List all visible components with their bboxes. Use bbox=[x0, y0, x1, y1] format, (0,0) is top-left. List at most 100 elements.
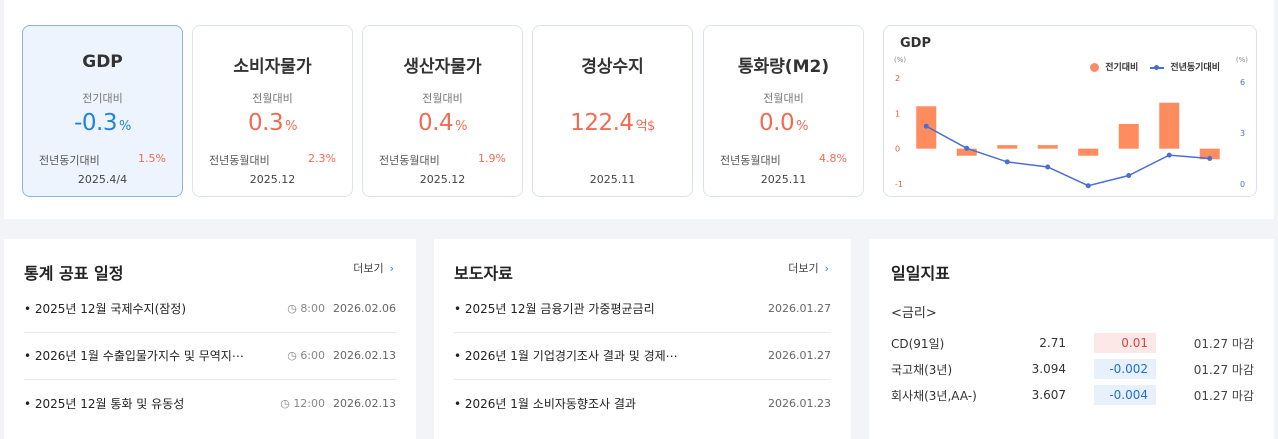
card-ppi[interactable]: 생산자물가 전월대비 0.4% 전년동월대비 1.9% 2025.12 bbox=[362, 25, 523, 197]
rate-note: 01.27 마감 bbox=[1193, 362, 1254, 377]
clock-icon: ◷ bbox=[287, 301, 301, 315]
rate-row[interactable]: 국고채(3년) 3.094 -0.002 01.27 마감 bbox=[891, 358, 1254, 380]
card-value-unit: % bbox=[796, 119, 808, 134]
card-m2[interactable]: 통화량(M2) 전월대비 0.0% 전년동월대비 4.8% 2025.11 bbox=[703, 25, 864, 197]
card-title: 경상수지 bbox=[581, 57, 644, 77]
item-date: 2026.01.27 bbox=[768, 348, 831, 362]
line-point bbox=[1045, 164, 1051, 170]
list-item[interactable]: • 2026년 1월 기업경기조사 결과 및 경제⋯ 2026.01.27 bbox=[454, 334, 831, 376]
y-tick-left: -1 bbox=[895, 180, 903, 189]
schedule-panel: 통계 공표 일정 더보기 › • 2025년 12월 국제수지(잠정) ◷ 8:0… bbox=[4, 239, 416, 439]
item-date: 2026.02.13 bbox=[333, 396, 396, 410]
line-point bbox=[1207, 156, 1213, 161]
item-time-value: 6:00 bbox=[300, 348, 326, 362]
card-value-unit: 억$ bbox=[635, 119, 656, 134]
list-item[interactable]: • 2025년 12월 금융기관 가중평균금리 2026.01.27 bbox=[454, 287, 831, 329]
schedule-title: 통계 공표 일정 bbox=[24, 264, 124, 283]
gdp-chart[interactable]: 2 1 0 -1 6 3 0 GDP 전기대비 전년동기대비 (%) (%) bbox=[883, 25, 1257, 197]
card-date: 2025.12 bbox=[419, 173, 466, 186]
rate-value: 3.607 bbox=[1031, 388, 1066, 402]
card-sublabel: 전월대비 bbox=[422, 92, 463, 105]
list-item[interactable]: • 2025년 12월 통화 및 유동성 ◷ 12:00 2026.02.13 bbox=[24, 382, 396, 424]
bar bbox=[956, 148, 977, 156]
legend-line: 전년동기대비 bbox=[1150, 60, 1220, 73]
divider bbox=[454, 332, 831, 333]
bar bbox=[1037, 145, 1058, 149]
bar bbox=[1159, 102, 1180, 149]
indicator-section: GDP 전기대비 -0.3% 전년동기대비 1.5% 2025.4/4 소비자물가… bbox=[4, 0, 1274, 219]
card-sublabel: 전기대비 bbox=[82, 92, 123, 105]
card-value: -0.3% bbox=[23, 110, 182, 140]
card-title: GDP bbox=[82, 52, 123, 72]
rate-row[interactable]: 회사채(3년,AA-) 3.607 -0.004 01.27 마감 bbox=[891, 384, 1254, 406]
card-yoy: 전년동월대비 1.9% bbox=[363, 152, 522, 168]
press-more-link[interactable]: 더보기 › bbox=[788, 260, 829, 276]
item-date: 2026.02.13 bbox=[333, 348, 396, 362]
card-yoy-value: 4.8% bbox=[819, 152, 847, 165]
rate-name: 회사채(3년,AA-) bbox=[891, 388, 977, 403]
chart-unit-right: (%) bbox=[1235, 56, 1248, 64]
rate-group-label: <금리> bbox=[891, 306, 937, 321]
card-value-unit: % bbox=[285, 119, 297, 134]
line-point bbox=[1166, 152, 1172, 158]
legend-bar: 전기대비 bbox=[1090, 60, 1138, 73]
chart-unit-left: (%) bbox=[894, 56, 907, 64]
bar bbox=[1078, 148, 1099, 156]
item-title: • 2026년 1월 수출입물가지수 및 무역지⋯ bbox=[24, 348, 244, 363]
divider bbox=[24, 379, 396, 380]
gdp-chart-svg: 2 1 0 -1 6 3 0 bbox=[895, 74, 1245, 189]
item-time-value: 8:00 bbox=[300, 301, 326, 315]
card-value-unit: % bbox=[119, 119, 131, 134]
card-yoy: 전년동월대비 4.8% bbox=[704, 152, 863, 168]
card-value: 0.3% bbox=[193, 110, 352, 140]
item-time: ◷ 12:00 bbox=[280, 397, 325, 410]
press-title: 보도자료 bbox=[454, 264, 513, 283]
y-tick-right: 3 bbox=[1240, 129, 1245, 138]
press-panel: 보도자료 더보기 › • 2025년 12월 금융기관 가중평균금리 2026.0… bbox=[434, 239, 851, 439]
card-yoy-label: 전년동월대비 bbox=[720, 154, 781, 167]
schedule-more-link[interactable]: 더보기 › bbox=[353, 260, 394, 276]
list-item[interactable]: • 2026년 1월 수출입물가지수 및 무역지⋯ ◷ 6:00 2026.02… bbox=[24, 334, 396, 376]
chart-legend: 전기대비 전년동기대비 bbox=[1090, 60, 1220, 73]
card-value: 0.4% bbox=[363, 110, 522, 140]
line-point bbox=[1085, 183, 1091, 189]
rate-row[interactable]: CD(91일) 2.71 0.01 01.27 마감 bbox=[891, 332, 1254, 354]
card-date: 2025.11 bbox=[760, 173, 807, 186]
item-date: 2026.01.23 bbox=[768, 396, 831, 410]
item-title: • 2026년 1월 기업경기조사 결과 및 경제⋯ bbox=[454, 348, 678, 363]
item-date: 2026.01.27 bbox=[768, 301, 831, 315]
card-cpi[interactable]: 소비자물가 전월대비 0.3% 전년동월대비 2.3% 2025.12 bbox=[192, 25, 353, 197]
divider bbox=[24, 332, 396, 333]
clock-icon: ◷ bbox=[287, 348, 301, 362]
card-yoy-label: 전년동월대비 bbox=[209, 154, 270, 167]
list-item[interactable]: • 2026년 1월 소비자동향조사 결과 2026.01.23 bbox=[454, 382, 831, 424]
rate-change: -0.002 bbox=[1094, 359, 1156, 379]
rate-change: -0.004 bbox=[1094, 385, 1156, 405]
item-title: • 2026년 1월 소비자동향조사 결과 bbox=[454, 396, 636, 411]
card-gdp[interactable]: GDP 전기대비 -0.3% 전년동기대비 1.5% 2025.4/4 bbox=[22, 25, 183, 197]
legend-bar-label: 전기대비 bbox=[1105, 63, 1139, 73]
rate-value: 3.094 bbox=[1031, 362, 1066, 376]
item-date: 2026.02.06 bbox=[333, 301, 396, 315]
daily-panel: 일일지표 <금리> CD(91일) 2.71 0.01 01.27 마감 국고채… bbox=[869, 239, 1274, 439]
y-tick-right: 0 bbox=[1240, 180, 1245, 189]
legend-dot-icon bbox=[1090, 63, 1100, 72]
list-item[interactable]: • 2025년 12월 국제수지(잠정) ◷ 8:00 2026.02.06 bbox=[24, 287, 396, 329]
card-date: 2025.11 bbox=[589, 173, 636, 186]
card-yoy-label: 전년동월대비 bbox=[379, 154, 440, 167]
card-current-account[interactable]: 경상수지 122.4 억$ 2025.11 bbox=[532, 25, 693, 197]
card-sublabel: 전월대비 bbox=[252, 92, 293, 105]
daily-title: 일일지표 bbox=[891, 264, 950, 283]
card-value: 0.0% bbox=[704, 110, 863, 140]
card-date: 2025.12 bbox=[249, 173, 296, 186]
card-yoy-value: 1.9% bbox=[478, 152, 506, 165]
line-point bbox=[964, 145, 970, 151]
rate-change: 0.01 bbox=[1094, 333, 1156, 353]
rate-value: 2.71 bbox=[1039, 336, 1066, 350]
rate-name: CD(91일) bbox=[891, 336, 945, 351]
card-yoy: 전년동월대비 2.3% bbox=[193, 152, 352, 168]
y-tick-left: 1 bbox=[895, 109, 900, 118]
card-sublabel bbox=[533, 90, 692, 104]
item-title: • 2025년 12월 통화 및 유동성 bbox=[24, 396, 185, 411]
rate-name: 국고채(3년) bbox=[891, 362, 953, 377]
